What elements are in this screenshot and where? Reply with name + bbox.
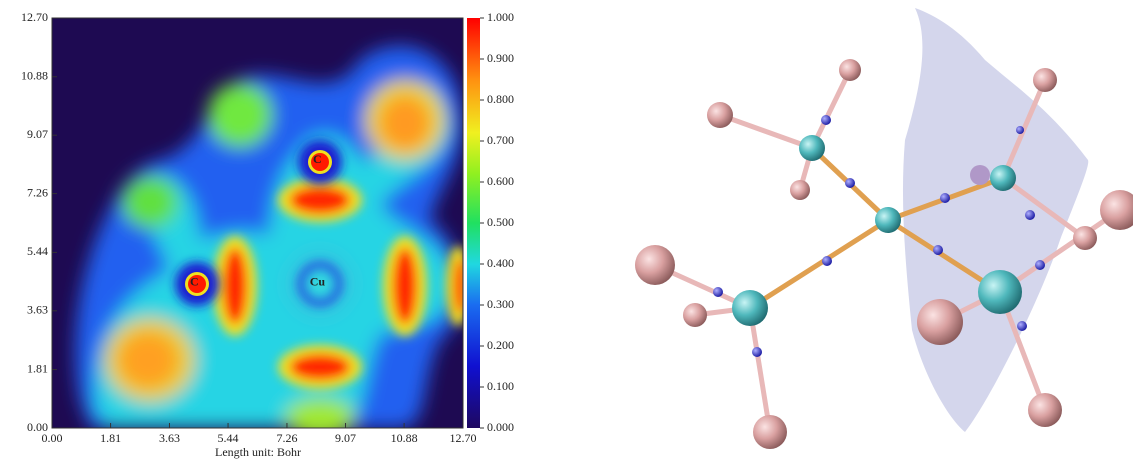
y-tick-label: 12.70 — [21, 10, 48, 24]
y-tick-label: 7.26 — [27, 185, 48, 199]
x-tick-label: 3.63 — [159, 431, 180, 445]
colorbar-tick-label: 0.400 — [487, 256, 514, 270]
atom-label: C — [313, 152, 322, 166]
x-tick-label: 12.70 — [450, 431, 477, 445]
x-tick-label: 10.88 — [391, 431, 418, 445]
figure: Length unit: Bohr — [0, 0, 1133, 461]
y-tick-label: 9.07 — [27, 127, 48, 141]
colorbar-tick-label: 0.700 — [487, 133, 514, 147]
atom-label: Cu — [310, 274, 326, 288]
colorbar-tick-label: 1.000 — [487, 10, 514, 24]
y-tick-label: 10.88 — [21, 69, 48, 83]
molecule — [635, 8, 1133, 449]
y-tick-label: 3.63 — [27, 303, 48, 317]
colorbar-tick-label: 0.500 — [487, 215, 514, 229]
atom-label: C — [190, 274, 199, 288]
x-axis-label: Length unit: Bohr — [215, 445, 301, 459]
colorbar-tick-label: 0.200 — [487, 338, 514, 352]
colorbar-tick-label: 0.000 — [487, 420, 514, 434]
y-tick-label: 5.44 — [27, 244, 48, 258]
colorbar-tick-label: 0.900 — [487, 51, 514, 65]
colorbar-tick-label: 0.100 — [487, 379, 514, 393]
colorbar — [467, 18, 480, 428]
x-tick-label: 9.07 — [335, 431, 356, 445]
colorbar-tick-label: 0.600 — [487, 174, 514, 188]
y-tick-label: 1.81 — [27, 361, 48, 375]
x-tick-label: 1.81 — [100, 431, 121, 445]
y-tick-label: 0.00 — [27, 420, 48, 434]
colorbar-tick-label: 0.300 — [487, 297, 514, 311]
x-tick-label: 7.26 — [276, 431, 297, 445]
x-tick-label: 5.44 — [218, 431, 239, 445]
heatmap-field — [52, 18, 470, 438]
colorbar-tick-label: 0.800 — [487, 92, 514, 106]
